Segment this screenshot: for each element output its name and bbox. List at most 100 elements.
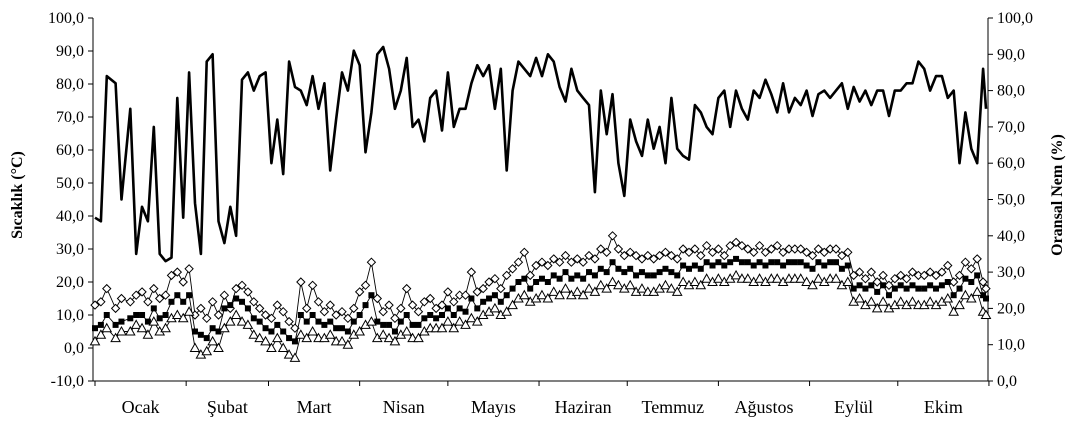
data-point — [866, 267, 877, 277]
data-point — [386, 321, 393, 328]
y-tick-label-left: 100,0 — [48, 10, 84, 27]
data-point — [586, 269, 593, 276]
data-point — [578, 257, 588, 267]
data-point — [837, 250, 847, 261]
data-point — [266, 313, 277, 324]
data-point — [874, 288, 881, 295]
data-point — [660, 247, 671, 258]
data-point — [237, 280, 247, 291]
data-point — [519, 247, 530, 258]
data-point — [302, 303, 312, 314]
data-point — [615, 265, 622, 272]
data-point — [460, 290, 471, 300]
data-point — [819, 247, 829, 258]
data-point — [227, 302, 234, 309]
y-tick-label-left: 30,0 — [56, 241, 84, 258]
data-point — [178, 277, 188, 287]
data-point — [650, 272, 657, 279]
data-point — [501, 270, 512, 281]
data-point — [613, 279, 624, 290]
data-point — [703, 259, 710, 266]
y-tick-label-left: 10,0 — [56, 307, 84, 324]
data-point — [603, 269, 610, 276]
data-point — [771, 273, 783, 283]
data-point — [633, 272, 640, 279]
data-point — [672, 254, 682, 264]
data-point — [309, 312, 316, 318]
data-point — [236, 316, 248, 326]
y-tick-label-right: 30,0 — [997, 264, 1025, 281]
data-point — [213, 310, 224, 320]
data-point — [284, 316, 294, 327]
data-point — [401, 283, 412, 294]
data-point — [890, 273, 900, 284]
data-point — [221, 305, 228, 312]
data-point — [343, 313, 353, 324]
data-point — [377, 329, 389, 339]
data-point — [756, 259, 763, 266]
data-point — [219, 290, 230, 300]
data-point — [885, 292, 892, 299]
data-point — [915, 285, 922, 292]
data-point — [595, 279, 607, 290]
data-point — [589, 286, 601, 296]
data-point — [501, 306, 513, 316]
data-point — [438, 312, 445, 318]
data-point — [966, 264, 977, 274]
data-point — [243, 287, 253, 297]
data-point — [980, 309, 992, 319]
data-point — [737, 240, 747, 251]
data-point — [177, 312, 189, 323]
data-point — [901, 273, 912, 284]
x-tick-label: Mart — [297, 397, 332, 417]
data-point — [380, 321, 387, 328]
data-point — [960, 257, 971, 267]
data-point — [974, 272, 981, 279]
data-point — [644, 272, 651, 279]
data-point — [368, 292, 375, 299]
data-point — [884, 280, 894, 291]
data-point — [637, 254, 647, 264]
data-point — [848, 270, 859, 281]
data-point — [407, 300, 418, 310]
data-point — [666, 250, 677, 261]
data-point — [754, 240, 765, 251]
data-point — [374, 318, 381, 325]
data-point — [671, 286, 683, 296]
data-point — [601, 283, 613, 293]
data-point — [801, 276, 812, 286]
data-point — [971, 286, 983, 296]
data-point — [127, 315, 134, 322]
data-point — [803, 262, 810, 269]
data-point — [186, 292, 193, 299]
data-point — [486, 295, 493, 302]
data-point — [607, 276, 618, 286]
data-point — [431, 303, 441, 314]
data-point — [480, 298, 487, 305]
data-point — [189, 342, 201, 352]
y-tick-label-left: 60,0 — [56, 142, 84, 159]
data-point — [242, 319, 254, 329]
data-point — [742, 273, 754, 283]
data-point — [456, 305, 463, 312]
data-point — [286, 335, 293, 342]
data-point — [468, 295, 475, 302]
data-point — [548, 286, 560, 296]
data-point — [250, 315, 257, 322]
data-point — [562, 269, 569, 276]
data-point — [937, 267, 947, 277]
data-point — [538, 275, 545, 282]
x-tick-label: Ocak — [122, 397, 160, 417]
y-tick-label-left: 90,0 — [56, 43, 84, 60]
data-point — [597, 265, 604, 272]
data-point — [584, 250, 594, 261]
data-point — [319, 306, 330, 317]
data-point — [738, 259, 745, 266]
data-point — [518, 289, 530, 300]
data-point — [954, 270, 965, 281]
data-point — [813, 244, 824, 254]
data-point — [583, 283, 595, 293]
data-point — [678, 244, 688, 254]
data-point — [856, 282, 863, 289]
data-point — [549, 254, 559, 264]
